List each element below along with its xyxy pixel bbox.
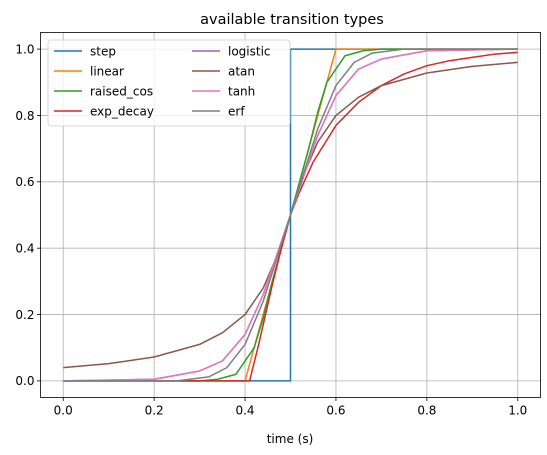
legend-frame [47, 39, 291, 127]
axis-ticks: 0.0 0.2 0.4 0.6 0.8 1.0 0.0 0.2 0.4 0.6 0.8 1.0 [15, 42, 527, 417]
legend-label-logistic: logistic [228, 44, 271, 58]
x-tick-label-0: 0.0 [54, 404, 73, 418]
y-tick-label-4: 0.8 [15, 109, 34, 123]
legend-label-step: step [90, 44, 116, 58]
x-tick-label-1: 0.2 [145, 404, 164, 418]
y-tick-label-3: 0.6 [15, 175, 34, 189]
series-lines [63, 48, 518, 382]
x-tick-label-3: 0.6 [326, 404, 345, 418]
legend-label-raised-cos: raised_cos [90, 84, 153, 98]
legend-label-erf: erf [228, 104, 245, 118]
x-axis-label: time (s) [267, 432, 314, 446]
plot-frame [40, 32, 541, 398]
series-line-exp-decay [63, 51, 518, 382]
y-tick-label-5: 1.0 [15, 42, 34, 56]
legend-label-linear: linear [90, 64, 124, 78]
legend: step linear raised_cos exp_decay logistic ata… [47, 39, 291, 127]
legend-label-atan: atan [228, 64, 255, 78]
legend-label-tanh: tanh [228, 84, 255, 98]
chart-title: available transition types [200, 12, 384, 28]
x-tick-label-4: 0.8 [417, 404, 436, 418]
x-tick-label-5: 1.0 [508, 404, 527, 418]
y-tick-label-1: 0.2 [15, 308, 34, 322]
x-tick-label-2: 0.4 [235, 404, 254, 418]
legend-label-exp-decay: exp_decay [90, 104, 154, 118]
y-tick-label-0: 0.0 [15, 374, 34, 388]
y-tick-label-2: 0.4 [15, 241, 34, 255]
series-line-erf [63, 48, 518, 382]
